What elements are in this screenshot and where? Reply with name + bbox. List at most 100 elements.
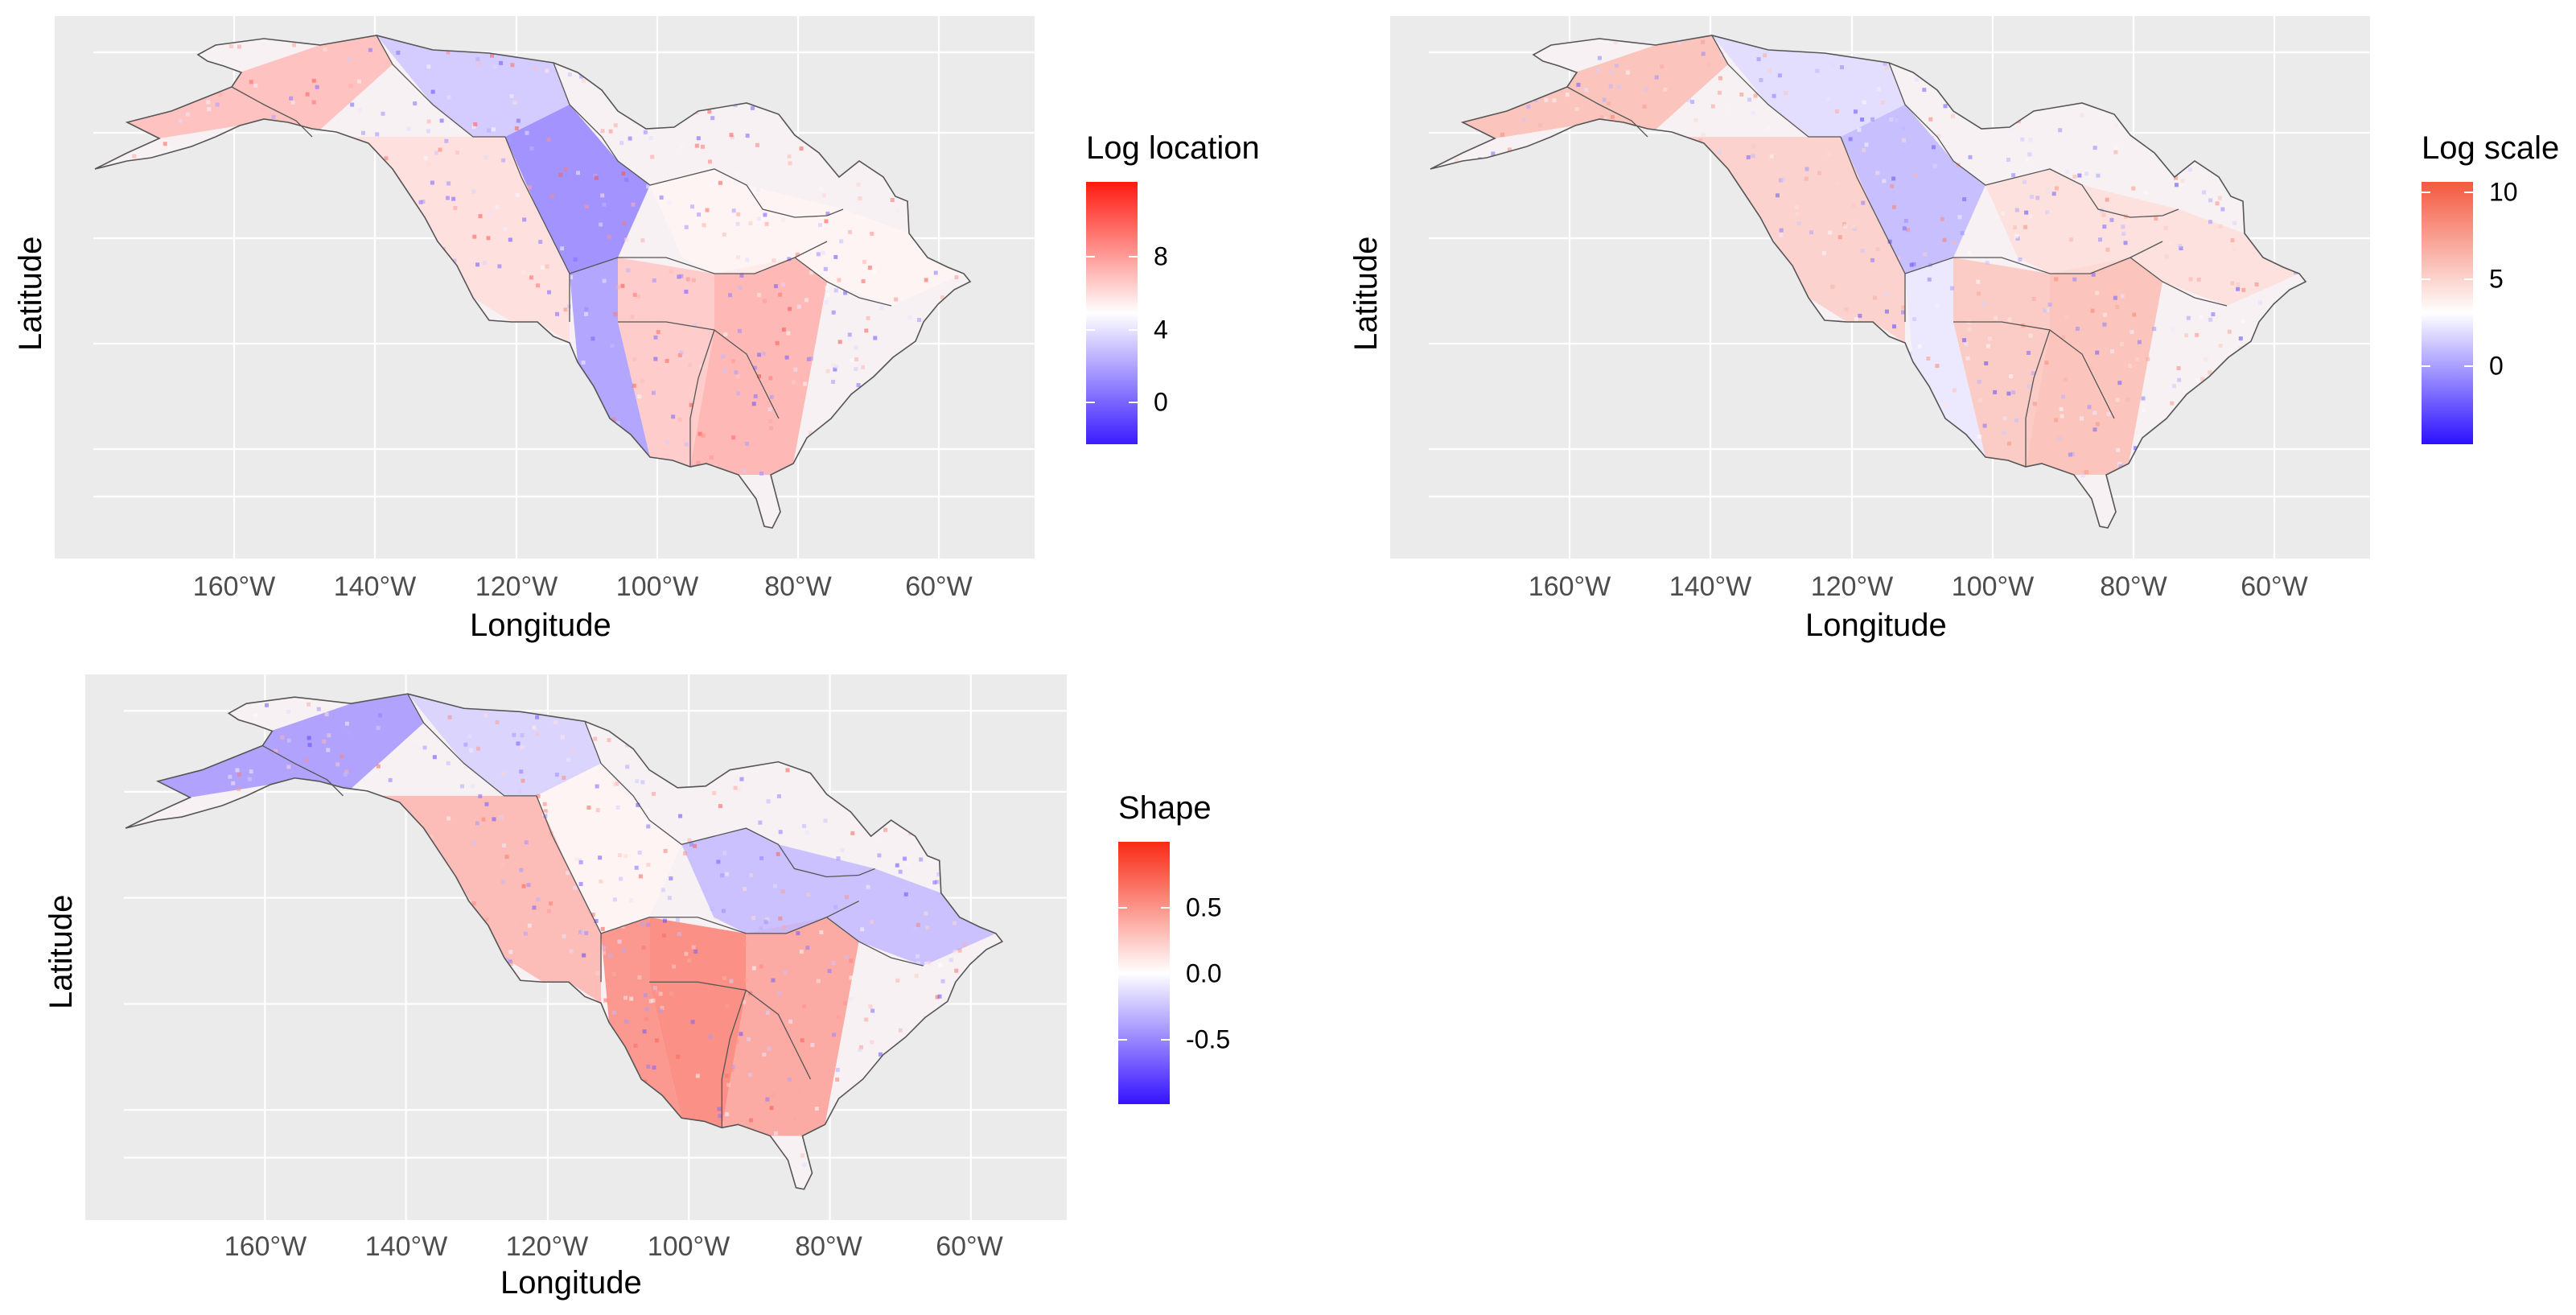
grid-cell [1862,148,1866,153]
grid-cell [949,826,953,831]
grid-cell [249,769,253,774]
grid-cell [482,889,487,894]
grid-cell [1576,207,1581,212]
grid-cell [899,52,903,57]
grid-cell [633,104,638,109]
grid-cell [667,200,672,205]
grid-cell [916,961,921,966]
grid-cell [358,967,363,972]
grid-cell [270,905,275,910]
grid-cell [861,278,866,283]
grid-cell [224,472,228,477]
grid-cell [246,1053,251,1058]
grid-cell [947,379,952,384]
grid-cell [1688,398,1693,403]
grid-cell [109,107,113,112]
grid-cell [567,56,572,60]
grid-cell [496,773,501,777]
grid-cell [833,288,838,293]
grid-cell [265,695,270,700]
grid-cell [2218,344,2223,348]
grid-cell [1733,394,1738,399]
grid-cell [830,363,835,368]
grid-cell [1796,221,1801,226]
grid-cell [207,525,212,528]
grid-cell [884,82,889,87]
grid-cell [264,164,269,169]
grid-cell [475,821,479,826]
grid-cell [275,383,280,388]
grid-cell [510,523,515,528]
grid-cell [2164,254,2169,259]
grid-cell [274,909,279,914]
grid-cell [836,87,841,92]
grid-cell [633,1043,638,1048]
grid-cell [447,715,452,719]
grid-cell [1442,409,1446,414]
grid-cell [670,249,675,254]
grid-cell [168,467,173,472]
grid-cell [738,286,743,291]
grid-cell [825,286,829,291]
grid-cell [1665,476,1669,480]
grid-cell [1875,247,1880,252]
grid-cell [1581,332,1586,336]
grid-cell [1692,509,1697,514]
grid-cell [753,723,758,728]
grid-cell [1884,292,1889,297]
grid-cell [545,264,549,269]
grid-cell [1527,328,1532,333]
grid-cell [2091,272,2096,277]
grid-cell [617,853,622,858]
grid-cell [953,223,957,228]
grid-cell [202,249,207,254]
grid-cell [1553,367,1558,372]
grid-cell [593,736,598,741]
grid-cell [204,1035,208,1040]
grid-cell [284,1169,289,1173]
grid-cell [744,977,749,982]
grid-cell [1492,328,1497,332]
grid-cell [1005,1139,1009,1143]
grid-cell [1549,228,1553,233]
grid-cell [1754,454,1759,459]
grid-cell [1766,348,1771,352]
grid-cell [426,282,431,286]
grid-cell [944,91,949,96]
grid-cell [1763,256,1768,261]
grid-cell [620,1160,625,1165]
grid-cell [455,975,459,979]
grid-cell [1623,202,1628,207]
grid-cell [362,1079,367,1084]
grid-cell [683,851,688,855]
grid-cell [1981,94,1985,99]
grid-cell [1784,91,1788,96]
grid-cell [521,884,526,888]
grid-cell [858,76,862,81]
grid-cell [414,853,418,858]
grid-cell [813,491,818,496]
grid-cell [654,1038,659,1043]
grid-cell [2192,85,2197,89]
grid-cell [733,785,738,790]
grid-cell [680,1178,685,1183]
grid-cell [499,478,504,483]
grid-cell [1936,58,1941,63]
grid-cell [776,851,780,856]
grid-cell [219,860,224,865]
grid-cell [286,738,291,743]
grid-cell [238,954,243,959]
grid-cell [858,506,863,511]
grid-cell [669,269,673,274]
grid-cell [278,468,282,473]
basin-border [584,721,875,878]
grid-cell [1882,179,1887,183]
grid-cell [1500,452,1504,457]
grid-cell [125,480,130,485]
x-tick-label: 120°W [475,571,558,602]
grid-cell [2109,217,2114,222]
grid-cell [304,1166,309,1171]
grid-cell [1804,167,1809,171]
grid-cell [821,122,826,126]
grid-cell [831,72,836,76]
